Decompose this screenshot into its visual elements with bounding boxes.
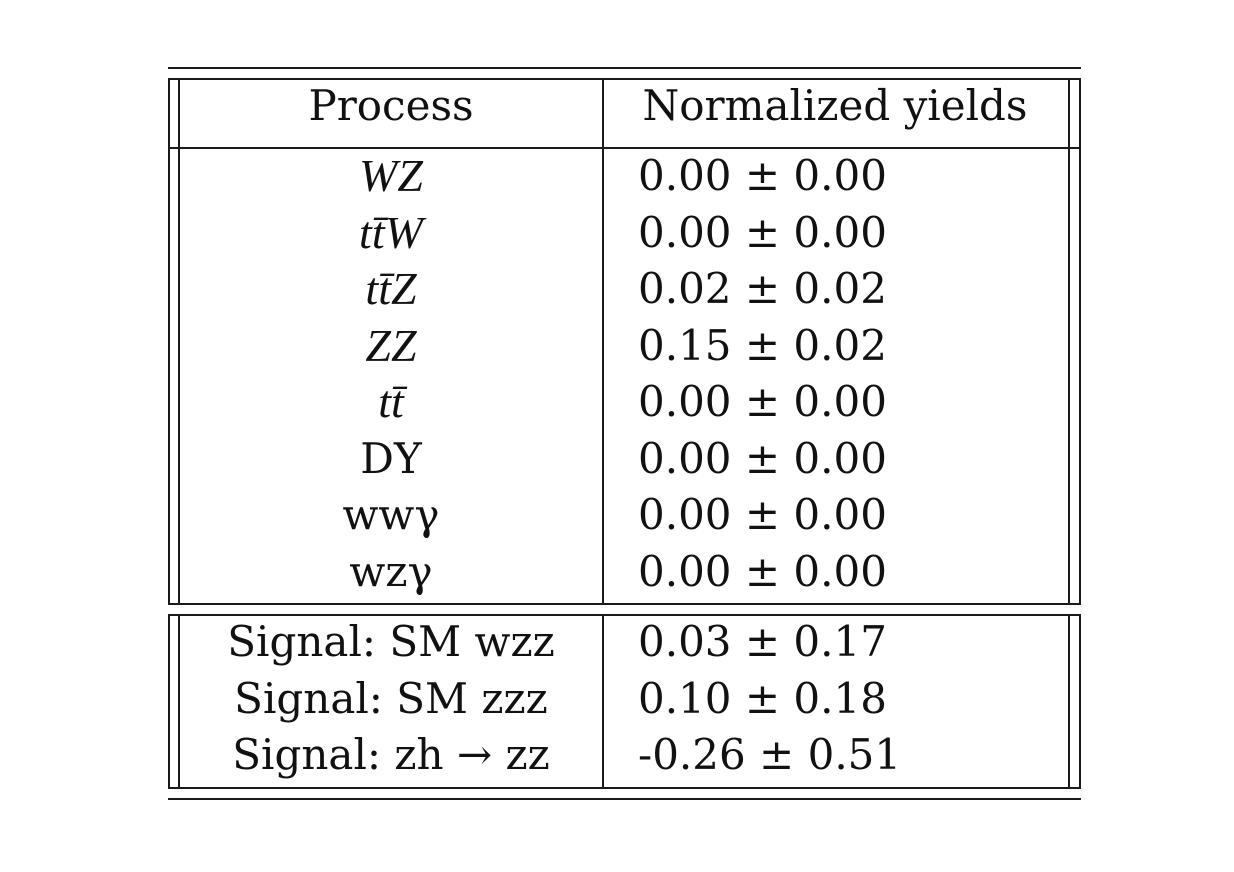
table-top-rule-2 [168,78,1081,80]
process-cell: WZ [359,150,423,201]
process-cell: DY [360,434,422,483]
yield-cell: 0.00 ± 0.00 [638,377,887,426]
signal-process-cell: Signal: zh → zz [232,730,550,779]
header-process: Process [308,81,474,130]
section-rule-2 [168,614,1081,616]
yield-cell: 0.00 ± 0.00 [638,490,887,539]
signal-right-outer-border [1079,614,1081,789]
process-cell: ZZ [365,320,417,371]
yield-cell: 0.00 ± 0.00 [638,151,887,200]
signal-left-inner-border [178,614,180,789]
right-outer-border [1079,78,1081,605]
table-top-rule-1 [168,67,1081,69]
section-rule-1 [168,603,1081,605]
left-outer-border [168,78,170,605]
process-cell: wzγ [349,547,433,596]
process-cell: tt̄ [378,376,404,427]
signal-process-cell: Signal: SM wzz [227,617,555,666]
process-cell: tt̄Z [365,263,417,314]
yield-cell: 0.00 ± 0.00 [638,208,887,257]
column-separator [602,78,604,605]
signal-right-inner-border [1068,614,1070,789]
table-bottom-rule-2 [168,798,1081,800]
header-bottom-rule [168,147,1081,149]
signal-column-separator [602,614,604,789]
signal-yield-cell: 0.10 ± 0.18 [638,674,887,723]
yield-cell: 0.00 ± 0.00 [638,547,887,596]
yield-cell: 0.00 ± 0.00 [638,434,887,483]
right-inner-border [1068,78,1070,605]
process-cell: wwγ [342,490,440,539]
process-cell: tt̄W [359,207,423,258]
table-bottom-rule-1 [168,787,1081,789]
signal-process-cell: Signal: SM zzz [234,674,548,723]
header-normalized-yields: Normalized yields [642,81,1028,130]
yield-cell: 0.15 ± 0.02 [638,321,887,370]
signal-left-outer-border [168,614,170,789]
left-inner-border [178,78,180,605]
signal-yield-cell: 0.03 ± 0.17 [638,617,887,666]
yield-cell: 0.02 ± 0.02 [638,264,887,313]
signal-yield-cell: -0.26 ± 0.51 [638,730,902,779]
